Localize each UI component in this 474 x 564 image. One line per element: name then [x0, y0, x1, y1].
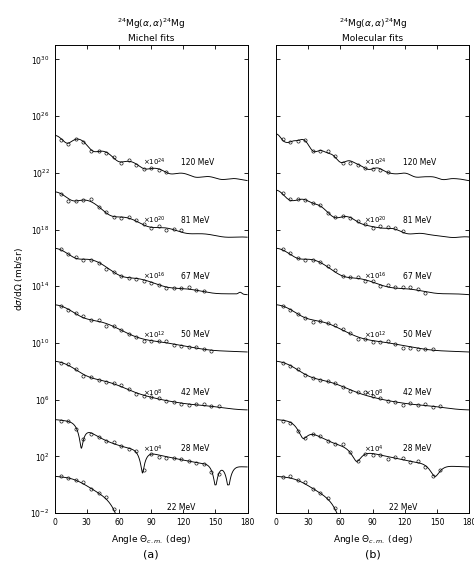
Text: $\times$10$^{12}$: $\times$10$^{12}$ [143, 329, 165, 341]
Text: 50 MeV: 50 MeV [181, 331, 210, 340]
Title: $^{24}$Mg($\alpha,\alpha$)$^{24}$Mg
Molecular fits: $^{24}$Mg($\alpha,\alpha$)$^{24}$Mg Mole… [338, 17, 407, 43]
Text: $\times$10$^{4}$: $\times$10$^{4}$ [364, 443, 384, 455]
Text: 42 MeV: 42 MeV [403, 389, 431, 398]
X-axis label: Angle $\Theta_{c.m.}$ (deg): Angle $\Theta_{c.m.}$ (deg) [111, 532, 191, 545]
X-axis label: Angle $\Theta_{c.m.}$ (deg): Angle $\Theta_{c.m.}$ (deg) [333, 532, 413, 545]
Y-axis label: d$\sigma$/d$\Omega$ (mb/sr): d$\sigma$/d$\Omega$ (mb/sr) [13, 247, 25, 311]
Text: $\times$10$^{4}$: $\times$10$^{4}$ [143, 443, 162, 455]
Text: 120 MeV: 120 MeV [403, 158, 436, 167]
Text: $\times$10$^{24}$: $\times$10$^{24}$ [143, 157, 165, 168]
Text: 22 MeV: 22 MeV [389, 503, 417, 512]
Text: 22 MeV: 22 MeV [167, 503, 196, 512]
Text: (a): (a) [143, 549, 159, 559]
Title: $^{24}$Mg($\alpha,\alpha$)$^{24}$Mg
Michel fits: $^{24}$Mg($\alpha,\alpha$)$^{24}$Mg Mich… [117, 17, 185, 43]
Text: $\times$10$^{8}$: $\times$10$^{8}$ [143, 387, 162, 399]
Text: 81 MeV: 81 MeV [403, 216, 431, 225]
Text: $\times$10$^{16}$: $\times$10$^{16}$ [364, 271, 387, 282]
Text: $\times$10$^{20}$: $\times$10$^{20}$ [364, 215, 387, 226]
Text: 50 MeV: 50 MeV [403, 331, 431, 340]
Text: (b): (b) [365, 549, 381, 559]
Text: 28 MeV: 28 MeV [181, 444, 210, 453]
Text: $\times$10$^{8}$: $\times$10$^{8}$ [364, 387, 384, 399]
Text: 42 MeV: 42 MeV [181, 389, 210, 398]
Text: 81 MeV: 81 MeV [181, 216, 210, 225]
Text: 28 MeV: 28 MeV [403, 444, 431, 453]
Text: $\times$10$^{24}$: $\times$10$^{24}$ [364, 157, 387, 168]
Text: 67 MeV: 67 MeV [181, 272, 210, 281]
Text: $\times$10$^{16}$: $\times$10$^{16}$ [143, 271, 165, 282]
Text: $\times$10$^{12}$: $\times$10$^{12}$ [364, 329, 387, 341]
Text: $\times$10$^{20}$: $\times$10$^{20}$ [143, 215, 165, 226]
Text: 67 MeV: 67 MeV [403, 272, 431, 281]
Text: 120 MeV: 120 MeV [181, 158, 214, 167]
